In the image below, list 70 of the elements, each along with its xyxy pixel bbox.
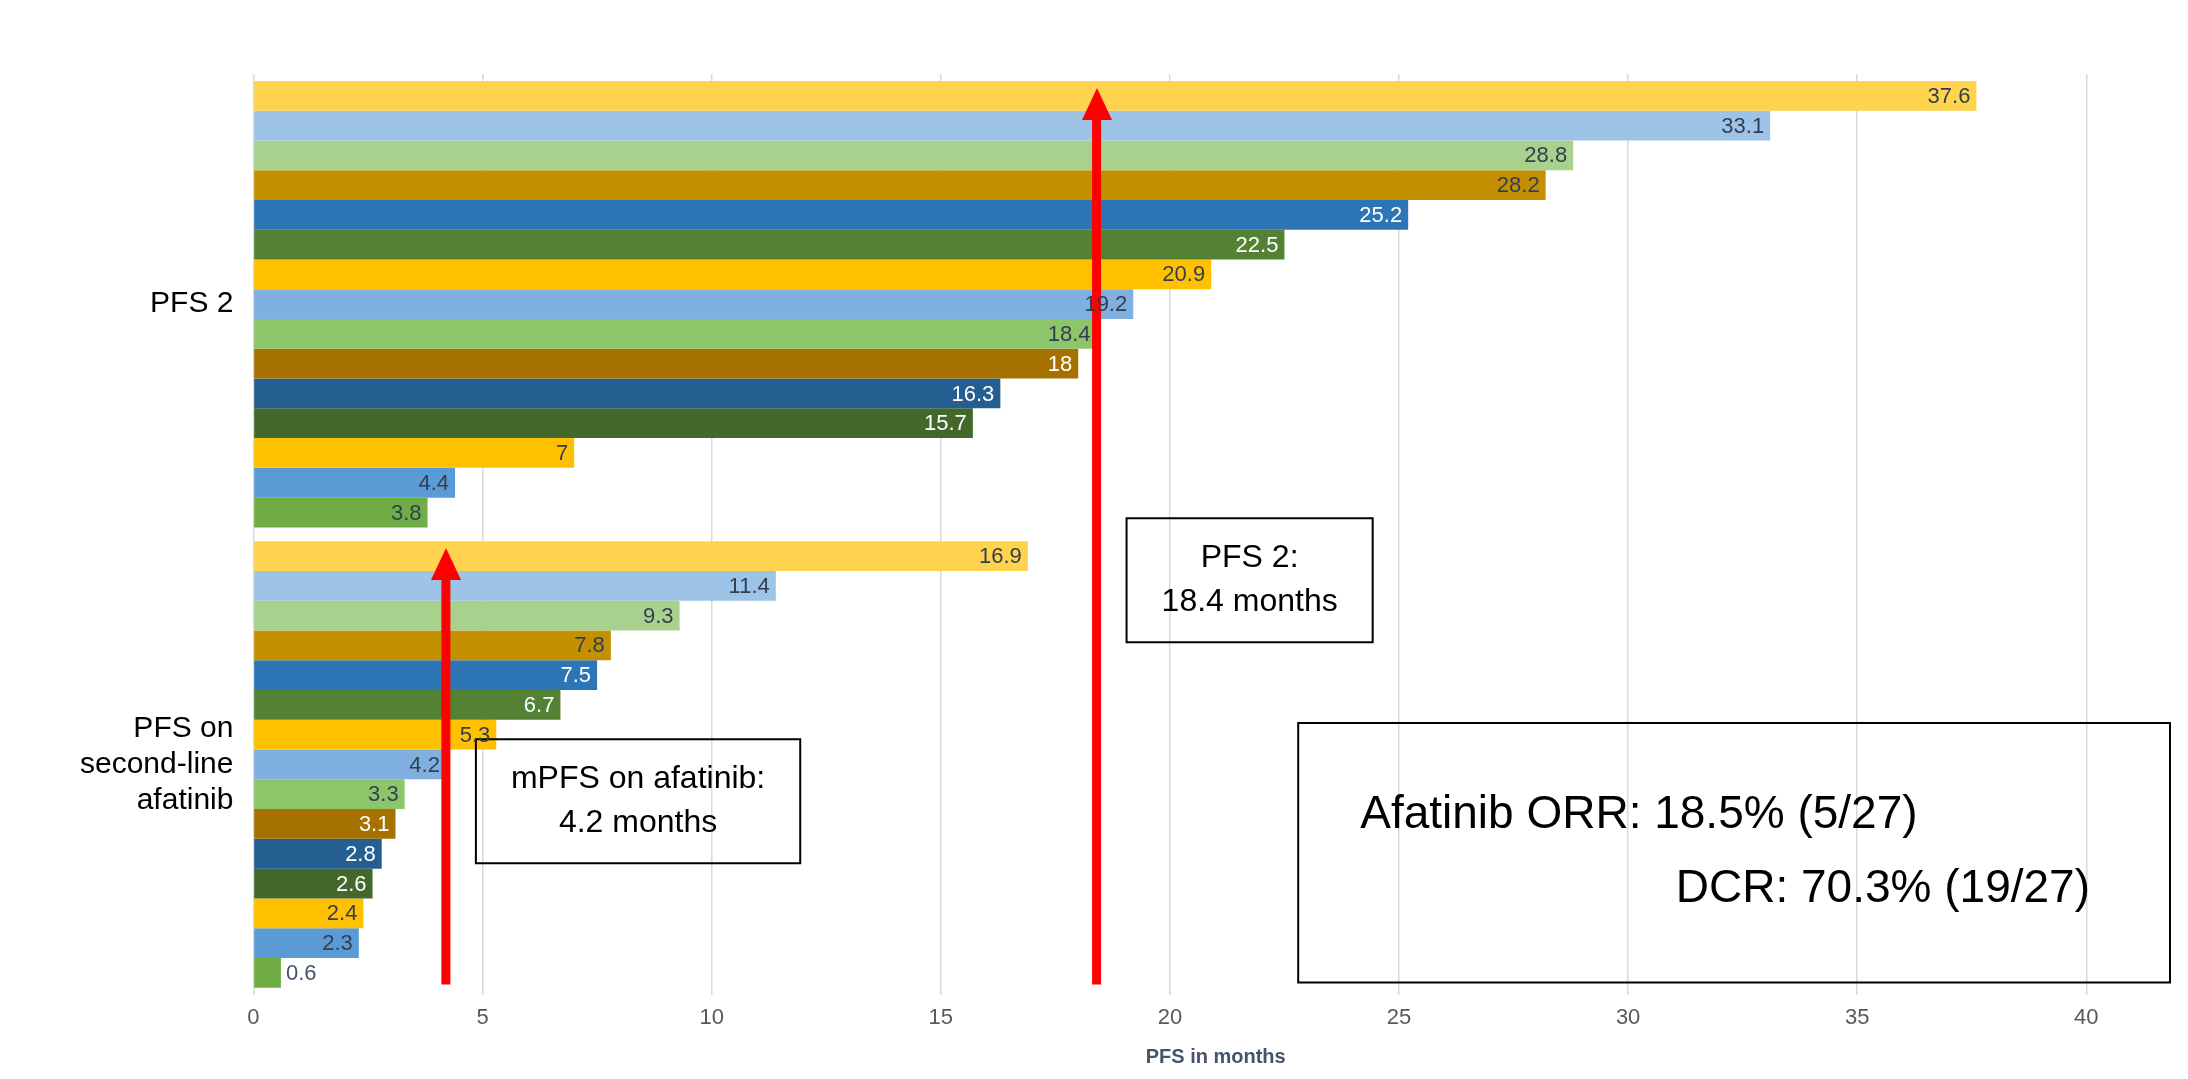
x-tick-label: 0: [247, 1003, 260, 1029]
data-label: 28.2: [1496, 172, 1540, 198]
data-label: 7.5: [560, 662, 592, 688]
bar: [254, 378, 1001, 409]
x-tick-label: 30: [1615, 1003, 1641, 1029]
bar: [254, 690, 561, 720]
bar: [254, 630, 611, 661]
bar: [254, 497, 428, 528]
bar: [254, 928, 359, 958]
data-label: 4.4: [418, 469, 450, 495]
data-label: 3.8: [390, 499, 422, 525]
data-label: 2.4: [326, 900, 358, 926]
bar: [254, 779, 405, 810]
x-tick-label: 15: [928, 1003, 954, 1029]
x-tick-label: 35: [1845, 1003, 1870, 1029]
bar: [254, 570, 776, 601]
bar: [254, 600, 680, 631]
bar: [254, 719, 497, 750]
bar: [254, 259, 1212, 290]
data-label: 7: [555, 440, 569, 466]
data-label: 20.9: [1162, 261, 1206, 287]
data-label: 33.1: [1721, 112, 1765, 138]
data-label: 0.6: [285, 959, 317, 985]
bar: [254, 110, 1771, 141]
data-label: 2.6: [335, 870, 367, 896]
y-tick-label: PFS on second-line afatinib: [79, 709, 234, 815]
bar: [254, 438, 575, 468]
bar: [254, 467, 456, 498]
data-label: 22.5: [1235, 231, 1279, 257]
bar: [254, 868, 373, 899]
annotation: Afatinib ORR: 18.5% (5/27) DCR: 70.3% (19/27): [1360, 786, 2090, 913]
data-label: 2.3: [322, 930, 353, 956]
bar: [254, 140, 1574, 171]
bar: [254, 229, 1285, 260]
data-label: 18.4: [1047, 320, 1091, 346]
y-tick-label: PFS 2: [150, 285, 234, 319]
bar: [254, 170, 1546, 200]
bar: [254, 348, 1079, 379]
data-label: 9.3: [642, 602, 674, 628]
data-label: 37.6: [1927, 82, 1971, 108]
bar: [254, 898, 364, 929]
bar: [254, 289, 1134, 320]
ref-line-label: PFS 2: 18.4 months: [1161, 538, 1338, 619]
x-axis-title: PFS in months: [1145, 1044, 1286, 1067]
data-label: 15.7: [924, 410, 967, 436]
x-tick-label: 10: [699, 1003, 724, 1029]
bar: [254, 660, 598, 691]
bar: [254, 838, 382, 869]
data-label: 7.8: [574, 632, 605, 658]
x-tick-label: 20: [1157, 1003, 1183, 1029]
data-label: 3.1: [358, 811, 390, 837]
data-label: 2.8: [345, 840, 376, 866]
ref-line-label: mPFS on afatinib: 4.2 months: [510, 759, 766, 840]
x-tick-label: 40: [2074, 1003, 2099, 1029]
data-label: 18: [1047, 350, 1073, 376]
bar: [254, 957, 281, 988]
data-label: 28.8: [1524, 142, 1568, 168]
bar: [254, 408, 973, 439]
data-label: 6.7: [523, 691, 555, 717]
data-label: 4.2: [409, 751, 440, 777]
data-label: 5.3: [459, 721, 491, 747]
bar: [254, 199, 1409, 230]
x-tick-label: 25: [1386, 1003, 1412, 1029]
data-label: 16.3: [951, 380, 995, 406]
x-tick-label: 5: [476, 1003, 489, 1029]
data-label: 3.3: [368, 781, 399, 807]
data-label: 16.9: [979, 543, 1022, 569]
data-label: 25.2: [1359, 201, 1403, 227]
data-label: 11.4: [728, 572, 770, 598]
bar: [254, 809, 396, 839]
